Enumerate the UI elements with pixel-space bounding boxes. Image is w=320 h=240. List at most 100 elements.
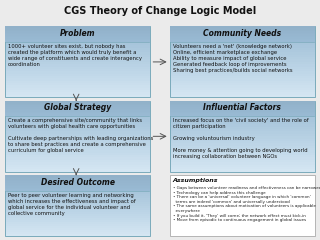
Bar: [5, 115, 150, 116]
Bar: [170, 74, 315, 76]
Bar: [5, 48, 150, 50]
Bar: [5, 92, 150, 95]
Bar: [5, 208, 150, 210]
Bar: [170, 90, 315, 92]
Bar: [170, 95, 315, 97]
Text: Problem: Problem: [60, 29, 95, 38]
Bar: [5, 165, 150, 167]
Bar: [5, 41, 150, 43]
Bar: [5, 85, 150, 88]
Bar: [5, 33, 150, 34]
Bar: [5, 60, 150, 62]
Bar: [5, 141, 150, 143]
Text: • Gaps between volunteer readiness and effectiveness can be narrowed
• Technolog: • Gaps between volunteer readiness and e…: [173, 186, 320, 222]
Bar: [5, 55, 150, 57]
Bar: [170, 115, 315, 117]
Bar: [170, 157, 315, 160]
Bar: [170, 41, 315, 43]
Bar: [5, 124, 150, 127]
Bar: [170, 167, 315, 169]
Bar: [5, 30, 150, 31]
Bar: [170, 31, 315, 33]
Bar: [5, 29, 150, 31]
Bar: [170, 132, 315, 134]
Bar: [5, 193, 150, 196]
Bar: [5, 107, 150, 109]
Bar: [5, 64, 150, 66]
Bar: [170, 36, 315, 38]
Bar: [5, 31, 150, 33]
Bar: [170, 160, 315, 162]
Bar: [170, 115, 315, 116]
Bar: [5, 224, 150, 226]
Bar: [170, 148, 315, 150]
Bar: [170, 110, 315, 112]
Bar: [5, 228, 150, 230]
Bar: [5, 112, 150, 113]
Bar: [5, 204, 150, 206]
Text: Volunteers need a 'net' (knowledge network)
Online, efficient marketplace exchan: Volunteers need a 'net' (knowledge netwo…: [173, 44, 292, 73]
Bar: [5, 183, 150, 185]
Bar: [170, 103, 315, 106]
Bar: [5, 230, 150, 232]
Bar: [170, 129, 315, 132]
Bar: [5, 120, 150, 122]
Bar: [5, 180, 150, 181]
Bar: [5, 232, 150, 234]
Bar: [5, 50, 150, 52]
Bar: [170, 162, 315, 165]
Bar: [5, 202, 150, 204]
Bar: [5, 160, 150, 162]
Bar: [170, 150, 315, 153]
Bar: [170, 26, 315, 29]
Bar: [170, 37, 315, 39]
Bar: [5, 187, 150, 190]
Text: Community Needs: Community Needs: [203, 29, 282, 38]
Bar: [170, 141, 315, 143]
Bar: [5, 109, 150, 110]
Bar: [5, 36, 150, 38]
Bar: [5, 101, 150, 103]
Bar: [170, 88, 315, 90]
Text: Create a comprehensive site/community that links
volunteers with global health c: Create a comprehensive site/community th…: [8, 118, 153, 153]
Text: Peer to peer volunteer learning and networking
which increases the effectiveness: Peer to peer volunteer learning and netw…: [8, 193, 136, 216]
Bar: [5, 117, 150, 120]
Bar: [5, 185, 150, 186]
Bar: [5, 153, 150, 155]
Bar: [170, 138, 315, 141]
Bar: [5, 177, 150, 179]
Bar: [5, 106, 150, 108]
Bar: [170, 110, 315, 113]
Bar: [5, 212, 150, 214]
Bar: [170, 39, 315, 41]
Bar: [5, 220, 150, 222]
Bar: [5, 115, 150, 117]
Bar: [170, 57, 315, 60]
Bar: [5, 186, 150, 188]
Bar: [5, 36, 150, 37]
Bar: [5, 198, 150, 200]
Bar: [5, 178, 150, 180]
Bar: [5, 175, 150, 177]
Bar: [5, 189, 150, 191]
Bar: [170, 175, 315, 236]
Bar: [5, 222, 150, 224]
Bar: [5, 127, 150, 129]
Bar: [5, 210, 150, 212]
Bar: [170, 127, 315, 129]
Bar: [170, 71, 315, 74]
Bar: [170, 38, 315, 41]
Bar: [170, 26, 315, 28]
Bar: [5, 43, 150, 45]
Bar: [170, 120, 315, 122]
Bar: [170, 29, 315, 31]
Bar: [5, 31, 150, 33]
Text: CGS Theory of Change Logic Model: CGS Theory of Change Logic Model: [64, 6, 256, 16]
Bar: [5, 162, 150, 165]
Bar: [5, 101, 150, 102]
Bar: [170, 36, 315, 37]
Bar: [170, 33, 315, 36]
Bar: [5, 39, 150, 41]
Bar: [5, 234, 150, 236]
Bar: [170, 31, 315, 33]
